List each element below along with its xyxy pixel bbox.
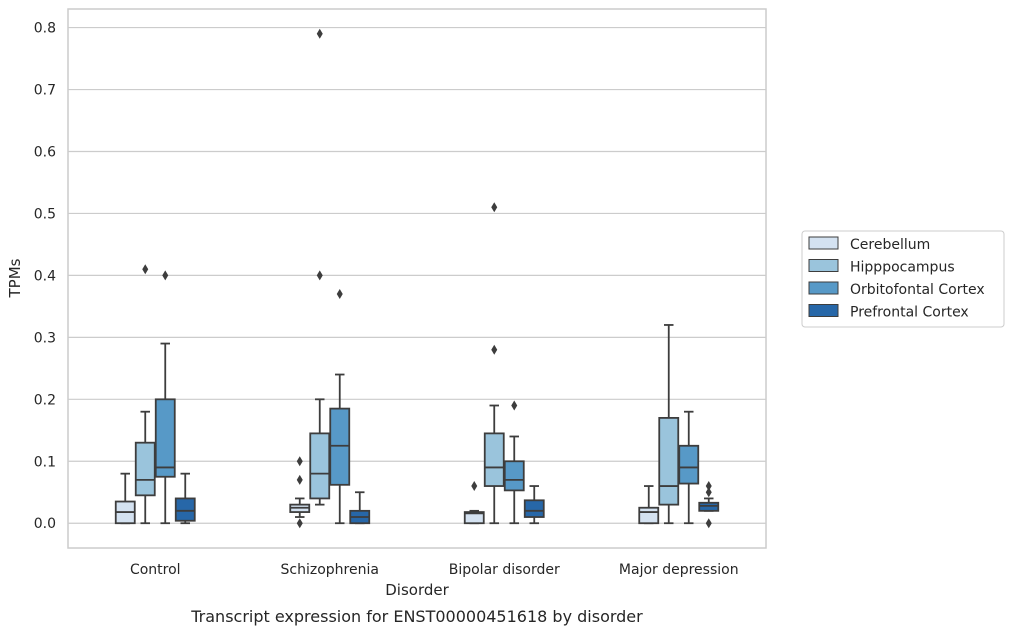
box-0-1 [134,264,156,525]
box-body [678,444,700,485]
x-tick-label: Major depression [619,562,739,578]
box-body [638,506,660,525]
plot-background [68,9,766,548]
y-tick-label: 0.5 [34,206,56,222]
y-axis-label: TPMs [6,258,24,298]
x-axis-label: Disorder [385,581,449,599]
box-body [174,497,196,522]
outlier-point [511,400,518,411]
box-body [329,407,351,486]
box-body [503,460,525,492]
box-3-1 [658,324,680,525]
box-0-2 [154,270,176,525]
y-tick-label: 0.1 [34,454,56,470]
outlier-point [705,487,712,498]
box-2-2 [503,400,525,525]
legend-swatch [808,304,839,317]
legend-label: Cerebellum [850,237,930,253]
legend-swatch [808,281,839,295]
box-3-0 [638,485,660,525]
box-2-3 [523,485,545,525]
box-body [698,501,720,512]
y-tick-label: 0.6 [34,144,56,160]
outlier-point [142,264,149,275]
box-2-0 [463,481,485,525]
box-body [658,416,680,506]
outlier-point [316,28,323,39]
x-tick-labels: Control Schizophrenia Bipolar disorder Majo… [130,562,739,578]
outlier-point [336,288,343,299]
legend-swatch [808,236,839,250]
legend-frame [801,230,1005,328]
outlier-point [705,481,712,492]
legend-label: Orbitofontal Cortex [850,282,985,298]
box-series [114,28,720,529]
legend-label: Hipppocampus [850,260,955,276]
box-2-1 [483,202,505,525]
x-tick-label: Schizophrenia [281,562,379,578]
box-body [154,398,176,478]
outlier-point [491,344,498,355]
outlier-point [162,270,169,281]
box-3-2 [678,410,700,525]
chart-caption: Transcript expression for ENST0000045161… [190,607,643,626]
y-tick-labels: 0.0 0.1 0.2 0.3 0.4 0.5 0.6 0.7 0.8 [34,21,56,533]
legend-label: Prefrontal Cortex [850,305,969,321]
outlier-point [296,456,303,467]
outlier-point [491,202,498,213]
box-body [523,499,545,518]
y-tick-label: 0.0 [34,516,56,532]
box-body [483,432,505,487]
box-body [134,441,156,497]
box-1-1 [309,28,331,506]
box-0-0 [114,472,136,525]
y-tick-label: 0.4 [34,268,56,284]
x-tick-label: Control [130,562,181,578]
outlier-point [471,481,478,492]
y-tick-label: 0.3 [34,330,56,346]
box-1-0 [289,456,311,529]
y-tick-label: 0.8 [34,21,56,37]
legend-swatch [808,259,839,272]
box-1-3 [349,491,371,525]
outlier-point [296,518,303,529]
outlier-point [296,474,303,485]
box-0-3 [174,472,196,525]
legend: Cerebellum Hipppocampus Orbitofontal Corte… [801,230,1005,328]
box-body [309,432,331,500]
x-tick-label: Bipolar disorder [449,562,560,578]
box-3-3 [698,481,720,529]
outlier-point [316,270,323,281]
plot-frame [67,8,767,549]
y-tick-label: 0.7 [34,83,56,99]
outlier-point [705,518,712,529]
box-body [463,511,485,525]
y-tick-label: 0.2 [34,392,56,408]
box-1-2 [329,288,351,525]
